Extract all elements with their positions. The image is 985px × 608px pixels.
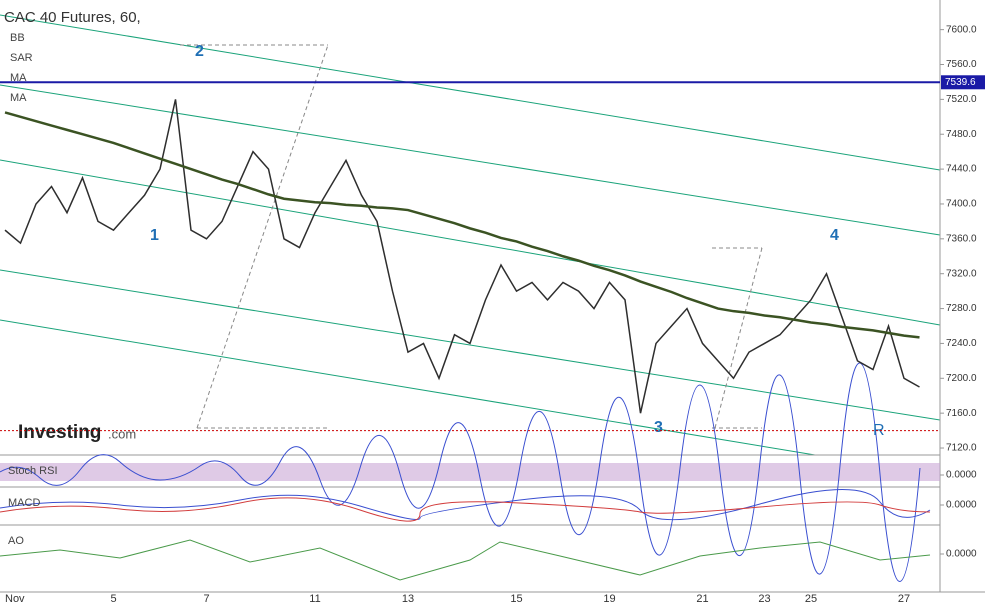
indicator-label: MA	[10, 92, 27, 104]
brand: Investing	[18, 422, 101, 443]
y-tick-label: 7480.0	[946, 129, 977, 140]
x-tick-label: 5	[110, 593, 116, 605]
indicator-label: MA	[10, 72, 27, 84]
indicator-line	[0, 497, 931, 522]
channel-lines	[0, 14, 941, 456]
y-tick-label: 7440.0	[946, 164, 977, 175]
panel-label: AO	[8, 535, 24, 547]
y-tick-label: 0.0000	[946, 500, 977, 511]
series-line	[4, 111, 920, 339]
y-tick-label: 0.0000	[946, 470, 977, 481]
y-tick-label: 7120.0	[946, 443, 977, 454]
annotation: 1	[150, 227, 159, 244]
panel-label: Stoch RSI	[8, 465, 58, 477]
y-tick-label: 7320.0	[946, 268, 977, 279]
panel-label: MACD	[8, 497, 40, 509]
y-tick-label: 7600.0	[946, 24, 977, 35]
chart-title: CAC 40 Futures, 60,	[4, 9, 141, 26]
x-tick-label: 11	[309, 593, 320, 605]
indicator-line	[0, 362, 921, 582]
x-tick-label: 21	[696, 593, 708, 605]
annotation: 4	[830, 227, 839, 244]
x-tick-label: 13	[402, 593, 414, 605]
indicator-line	[0, 539, 931, 581]
y-tick-label: 7200.0	[946, 373, 977, 384]
y-tick-label: 7560.0	[946, 59, 977, 70]
annotation: 2	[195, 43, 204, 60]
indicator-line	[0, 489, 931, 521]
y-tick-label: 7240.0	[946, 338, 977, 349]
price-tag-label: 7539.6	[945, 77, 976, 88]
brand-suffix: .com	[108, 426, 136, 441]
x-tick-label: 25	[805, 593, 817, 605]
stoch-band	[0, 463, 940, 481]
x-tick-label: 15	[510, 593, 522, 605]
x-tick-label: 23	[758, 593, 770, 605]
indicator-label: BB	[10, 32, 25, 44]
price-tag	[941, 75, 985, 90]
indicator-label: SAR	[10, 52, 33, 64]
x-tick-label: 7	[203, 593, 209, 605]
x-tick-label: 19	[603, 593, 615, 605]
x-tick-label: 27	[898, 593, 910, 605]
annotation: 3	[654, 419, 663, 436]
y-tick-label: 7360.0	[946, 233, 977, 244]
y-tick-label: 7400.0	[946, 199, 977, 210]
y-tick-label: 7520.0	[946, 94, 977, 105]
drawing-tools	[180, 44, 763, 429]
y-tick-label: 7160.0	[946, 408, 977, 419]
y-tick-label: 0.0000	[946, 549, 977, 560]
x-tick-label: Nov	[5, 593, 25, 605]
series-line	[4, 99, 920, 414]
y-tick-label: 7280.0	[946, 303, 977, 314]
annotation: R	[873, 422, 885, 439]
